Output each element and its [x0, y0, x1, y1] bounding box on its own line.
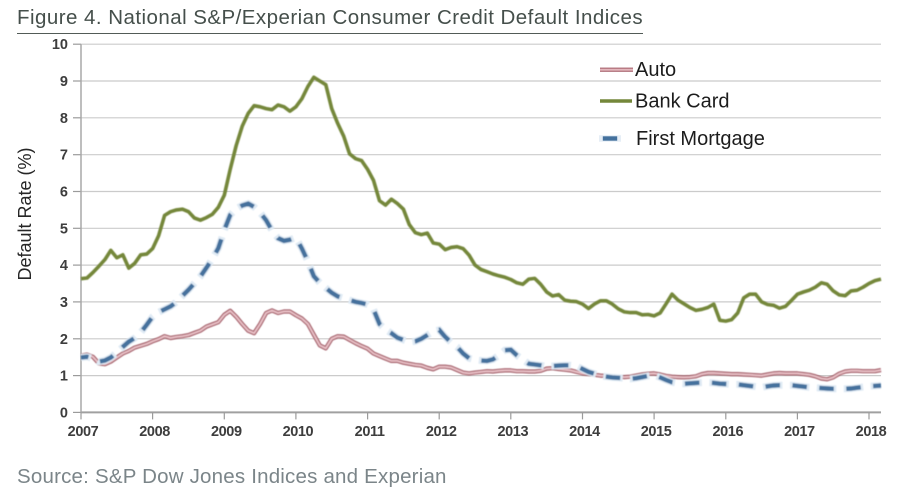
- svg-text:9: 9: [60, 74, 68, 90]
- svg-text:2013: 2013: [497, 424, 528, 440]
- svg-text:2012: 2012: [426, 424, 457, 440]
- svg-text:Auto: Auto: [635, 59, 676, 81]
- svg-text:2: 2: [60, 332, 68, 348]
- svg-text:7: 7: [60, 148, 68, 164]
- svg-text:2017: 2017: [784, 424, 815, 440]
- svg-text:2011: 2011: [355, 424, 385, 440]
- svg-text:First Mortgage: First Mortgage: [636, 128, 765, 150]
- svg-text:2007: 2007: [68, 424, 99, 440]
- svg-text:4: 4: [60, 258, 68, 274]
- svg-text:8: 8: [60, 111, 68, 127]
- svg-text:0: 0: [60, 405, 68, 421]
- svg-text:2014: 2014: [569, 424, 600, 440]
- svg-text:2010: 2010: [283, 424, 314, 440]
- svg-text:Default Rate (%): Default Rate (%): [15, 147, 35, 280]
- svg-text:2016: 2016: [712, 424, 743, 440]
- svg-text:2009: 2009: [211, 424, 242, 440]
- svg-text:2015: 2015: [641, 424, 672, 440]
- svg-text:5: 5: [60, 221, 68, 237]
- svg-text:6: 6: [60, 185, 68, 201]
- svg-text:Bank Card: Bank Card: [635, 91, 730, 113]
- svg-text:1: 1: [60, 369, 68, 385]
- svg-text:3: 3: [60, 295, 68, 311]
- svg-text:2018: 2018: [856, 424, 887, 440]
- svg-text:10: 10: [52, 37, 68, 53]
- svg-text:2008: 2008: [139, 424, 170, 440]
